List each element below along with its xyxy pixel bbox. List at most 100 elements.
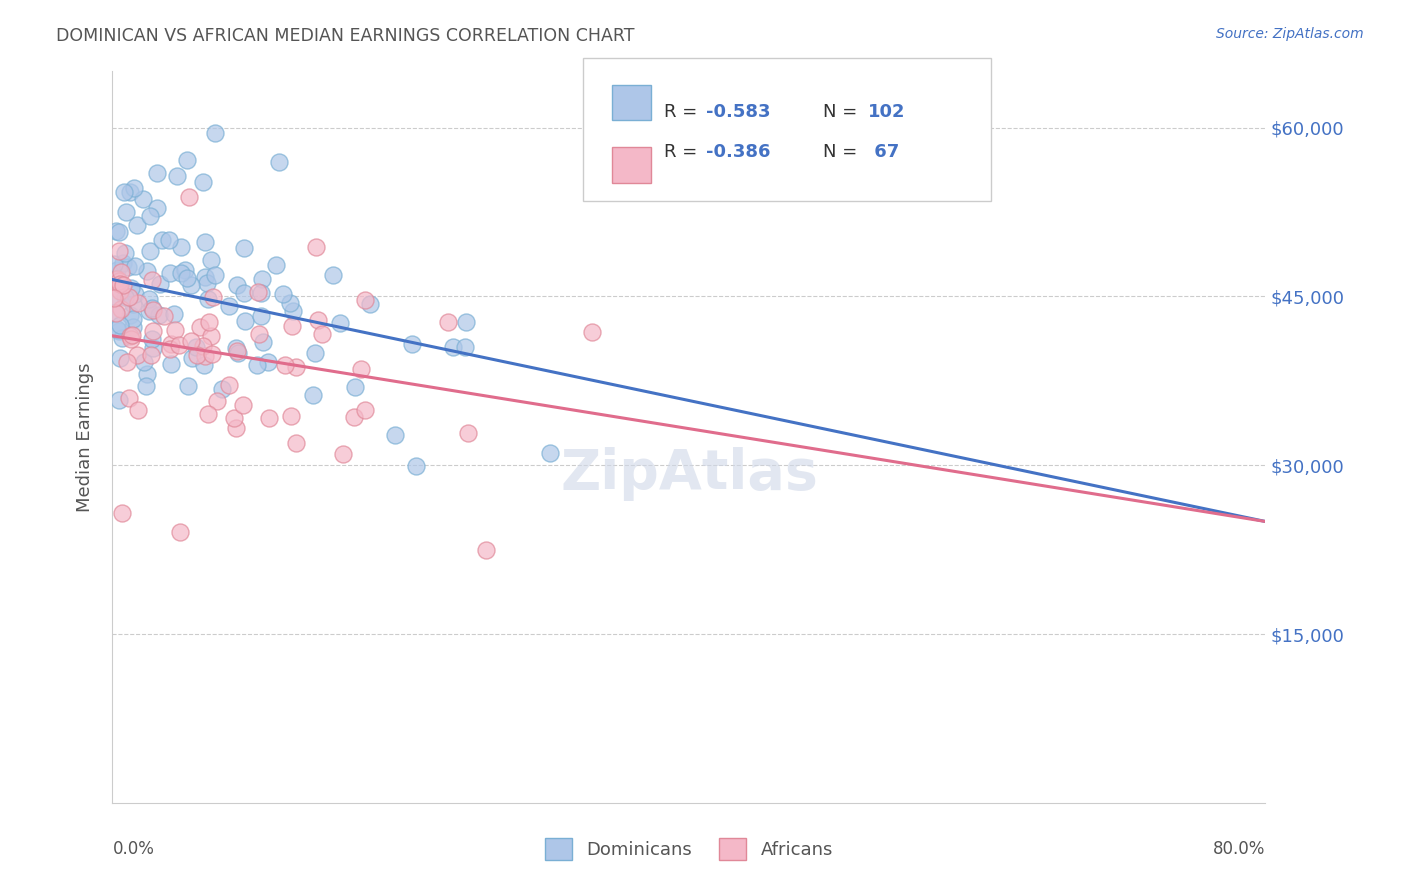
Point [343,379,366,393]
Point [252,335,274,350]
Point [135,379,157,393]
Point [454,340,477,354]
Point [204,126,226,140]
Point [159,342,181,356]
Point [142,342,165,356]
Point [200,329,222,343]
Point [160,357,183,371]
Text: 0.0%: 0.0% [112,840,155,858]
Point [302,388,325,402]
Text: DOMINICAN VS AFRICAN MEDIAN EARNINGS CORRELATION CHART: DOMINICAN VS AFRICAN MEDIAN EARNINGS COR… [56,27,634,45]
Point [401,337,423,351]
Text: R =: R = [664,103,703,120]
Point [475,543,498,558]
Point [311,327,333,342]
Point [159,266,181,280]
Point [233,314,256,328]
Point [125,218,148,232]
Point [181,351,204,365]
Point [193,339,215,353]
Point [225,341,247,355]
Text: ZipAtlas: ZipAtlas [560,447,818,500]
Point [122,312,145,326]
Point [141,332,163,346]
Point [198,315,221,329]
Point [152,309,174,323]
Point [104,290,127,304]
Point [107,324,129,338]
Y-axis label: Median Earnings: Median Earnings [76,362,94,512]
Point [157,233,180,247]
Point [111,278,134,293]
Point [207,394,229,409]
Point [103,257,125,271]
Point [201,346,224,360]
Text: N =: N = [823,103,862,120]
Point [104,272,127,286]
Point [264,259,287,273]
Text: R =: R = [664,143,703,161]
Point [259,411,281,425]
Point [280,318,302,333]
Point [120,281,142,295]
Point [115,355,138,369]
Point [170,240,193,254]
Point [269,155,291,169]
Point [110,351,132,365]
Text: N =: N = [823,143,862,161]
Point [224,410,246,425]
Point [108,225,131,239]
Point [353,403,375,417]
Point [233,285,256,300]
Point [139,348,162,362]
Point [581,325,603,339]
Point [114,245,136,260]
Point [284,435,307,450]
Point [142,303,165,318]
Point [281,304,304,318]
Point [437,314,460,328]
Point [136,263,159,277]
Point [343,410,366,425]
Point [108,284,131,298]
Point [114,290,136,304]
Point [250,271,273,285]
Point [114,204,136,219]
Point [141,301,163,315]
Point [118,308,141,322]
Point [194,235,217,250]
Point [201,291,224,305]
Point [176,271,198,285]
Point [139,244,162,259]
Text: -0.583: -0.583 [706,103,770,120]
Text: 67: 67 [868,143,898,161]
Text: 102: 102 [868,103,905,120]
Point [250,285,273,300]
Point [285,359,308,374]
Point [305,240,328,254]
Text: 80.0%: 80.0% [1213,840,1265,858]
Point [167,338,190,352]
Point [124,181,146,195]
Point [405,459,427,474]
Point [120,332,142,346]
Point [332,447,354,461]
Point [166,169,188,183]
Point [280,295,302,310]
Point [538,446,561,460]
Point [441,340,464,354]
Point [125,348,148,362]
Point [188,319,211,334]
Point [354,293,377,308]
Point [118,391,141,405]
Point [139,209,162,223]
Point [107,274,129,288]
Point [246,358,269,372]
Point [280,409,302,424]
Point [121,320,143,334]
Point [256,355,278,369]
Point [103,306,125,320]
Point [148,308,170,322]
Point [111,331,134,345]
Point [197,407,219,421]
